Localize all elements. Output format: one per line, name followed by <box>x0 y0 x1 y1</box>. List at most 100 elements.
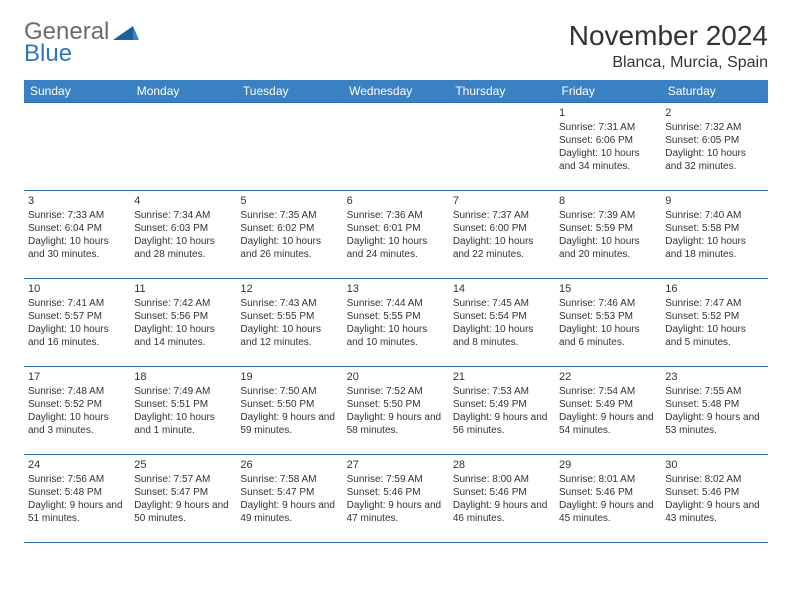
calendar-week-row: 10Sunrise: 7:41 AMSunset: 5:57 PMDayligh… <box>24 279 768 367</box>
calendar-cell: 11Sunrise: 7:42 AMSunset: 5:56 PMDayligh… <box>130 279 236 367</box>
sunrise-text: Sunrise: 7:39 AM <box>559 209 657 222</box>
calendar-cell: 1Sunrise: 7:31 AMSunset: 6:06 PMDaylight… <box>555 103 661 191</box>
day-number: 27 <box>347 458 445 472</box>
calendar-cell: 2Sunrise: 7:32 AMSunset: 6:05 PMDaylight… <box>661 103 767 191</box>
calendar-cell: 20Sunrise: 7:52 AMSunset: 5:50 PMDayligh… <box>343 367 449 455</box>
logo-triangle-icon <box>113 26 139 44</box>
day-number: 10 <box>28 282 126 296</box>
sunset-text: Sunset: 5:56 PM <box>134 310 232 323</box>
location: Blanca, Murcia, Spain <box>569 54 768 72</box>
day-number: 22 <box>559 370 657 384</box>
sunrise-text: Sunrise: 7:59 AM <box>347 473 445 486</box>
sunrise-text: Sunrise: 7:57 AM <box>134 473 232 486</box>
sunset-text: Sunset: 5:48 PM <box>28 486 126 499</box>
day-number: 3 <box>28 194 126 208</box>
sunrise-text: Sunrise: 7:47 AM <box>665 297 763 310</box>
daylight-text: Daylight: 10 hours and 32 minutes. <box>665 147 763 173</box>
day-number: 18 <box>134 370 232 384</box>
day-header: Saturday <box>661 80 767 103</box>
sunrise-text: Sunrise: 7:40 AM <box>665 209 763 222</box>
daylight-text: Daylight: 10 hours and 30 minutes. <box>28 235 126 261</box>
daylight-text: Daylight: 10 hours and 28 minutes. <box>134 235 232 261</box>
sunset-text: Sunset: 6:02 PM <box>240 222 338 235</box>
sunrise-text: Sunrise: 7:31 AM <box>559 121 657 134</box>
calendar-cell: 17Sunrise: 7:48 AMSunset: 5:52 PMDayligh… <box>24 367 130 455</box>
calendar-week-row: 24Sunrise: 7:56 AMSunset: 5:48 PM Dayligh… <box>24 455 768 543</box>
day-number: 6 <box>347 194 445 208</box>
calendar-cell: 27Sunrise: 7:59 AMSunset: 5:46 PMDayligh… <box>343 455 449 543</box>
day-number: 28 <box>453 458 551 472</box>
day-number: 24 <box>28 458 126 472</box>
calendar-cell: 7Sunrise: 7:37 AMSunset: 6:00 PMDaylight… <box>449 191 555 279</box>
sunrise-text: Sunrise: 7:58 AM <box>240 473 338 486</box>
daylight-text: Daylight: 10 hours and 14 minutes. <box>134 323 232 349</box>
calendar-cell: 21Sunrise: 7:53 AMSunset: 5:49 PMDayligh… <box>449 367 555 455</box>
sunrise-text: Sunrise: 7:56 AM <box>28 473 126 486</box>
calendar-cell: 5Sunrise: 7:35 AMSunset: 6:02 PMDaylight… <box>236 191 342 279</box>
day-number: 7 <box>453 194 551 208</box>
daylight-text: Daylight: 9 hours and 43 minutes. <box>665 499 763 525</box>
daylight-text: Daylight: 10 hours and 34 minutes. <box>559 147 657 173</box>
sunrise-text: Sunrise: 8:02 AM <box>665 473 763 486</box>
sunrise-text: Sunrise: 7:43 AM <box>240 297 338 310</box>
calendar-cell: 26Sunrise: 7:58 AMSunset: 5:47 PMDayligh… <box>236 455 342 543</box>
sunset-text: Sunset: 5:52 PM <box>665 310 763 323</box>
daylight-text: Daylight: 10 hours and 16 minutes. <box>28 323 126 349</box>
sunset-text: Sunset: 5:47 PM <box>134 486 232 499</box>
day-header: Tuesday <box>236 80 342 103</box>
day-number: 1 <box>559 106 657 120</box>
calendar-cell: 28Sunrise: 8:00 AMSunset: 5:46 PMDayligh… <box>449 455 555 543</box>
calendar-cell: 15Sunrise: 7:46 AMSunset: 5:53 PMDayligh… <box>555 279 661 367</box>
calendar-cell: 10Sunrise: 7:41 AMSunset: 5:57 PMDayligh… <box>24 279 130 367</box>
day-header: Friday <box>555 80 661 103</box>
daylight-text: Daylight: 10 hours and 8 minutes. <box>453 323 551 349</box>
day-number: 17 <box>28 370 126 384</box>
sunrise-text: Sunrise: 7:36 AM <box>347 209 445 222</box>
calendar-cell: 25Sunrise: 7:57 AMSunset: 5:47 PMDayligh… <box>130 455 236 543</box>
sunset-text: Sunset: 5:55 PM <box>347 310 445 323</box>
sunrise-text: Sunrise: 7:50 AM <box>240 385 338 398</box>
sunrise-text: Sunrise: 7:48 AM <box>28 385 126 398</box>
day-number: 30 <box>665 458 763 472</box>
sunrise-text: Sunrise: 7:52 AM <box>347 385 445 398</box>
calendar-cell <box>130 103 236 191</box>
sunrise-text: Sunrise: 7:54 AM <box>559 385 657 398</box>
day-number: 11 <box>134 282 232 296</box>
calendar-cell <box>24 103 130 191</box>
day-number: 16 <box>665 282 763 296</box>
day-number: 2 <box>665 106 763 120</box>
sunrise-text: Sunrise: 7:34 AM <box>134 209 232 222</box>
day-header: Thursday <box>449 80 555 103</box>
sunset-text: Sunset: 5:48 PM <box>665 398 763 411</box>
daylight-text: Daylight: 10 hours and 3 minutes. <box>28 411 126 437</box>
calendar-cell: 24Sunrise: 7:56 AMSunset: 5:48 PMDayligh… <box>24 455 130 543</box>
calendar-table: SundayMondayTuesdayWednesdayThursdayFrid… <box>24 80 768 543</box>
calendar-cell: 4Sunrise: 7:34 AMSunset: 6:03 PMDaylight… <box>130 191 236 279</box>
day-header: Sunday <box>24 80 130 103</box>
day-number: 20 <box>347 370 445 384</box>
sunset-text: Sunset: 5:49 PM <box>559 398 657 411</box>
sunset-text: Sunset: 5:51 PM <box>134 398 232 411</box>
calendar-cell: 6Sunrise: 7:36 AMSunset: 6:01 PMDaylight… <box>343 191 449 279</box>
month-title: November 2024 <box>569 20 768 52</box>
sunrise-text: Sunrise: 7:55 AM <box>665 385 763 398</box>
day-number: 15 <box>559 282 657 296</box>
calendar-cell: 16Sunrise: 7:47 AMSunset: 5:52 PMDayligh… <box>661 279 767 367</box>
day-number: 4 <box>134 194 232 208</box>
day-number: 21 <box>453 370 551 384</box>
calendar-cell: 30Sunrise: 8:02 AMSunset: 5:46 PMDayligh… <box>661 455 767 543</box>
day-number: 14 <box>453 282 551 296</box>
sunrise-text: Sunrise: 7:41 AM <box>28 297 126 310</box>
calendar-cell: 22Sunrise: 7:54 AMSunset: 5:49 PMDayligh… <box>555 367 661 455</box>
day-number: 5 <box>240 194 338 208</box>
sunset-text: Sunset: 5:46 PM <box>665 486 763 499</box>
sunset-text: Sunset: 5:47 PM <box>240 486 338 499</box>
calendar-cell: 8Sunrise: 7:39 AMSunset: 5:59 PMDaylight… <box>555 191 661 279</box>
calendar-header-row: SundayMondayTuesdayWednesdayThursdayFrid… <box>24 80 768 103</box>
daylight-text: Daylight: 10 hours and 18 minutes. <box>665 235 763 261</box>
sunset-text: Sunset: 5:57 PM <box>28 310 126 323</box>
day-number: 19 <box>240 370 338 384</box>
calendar-cell <box>449 103 555 191</box>
day-number: 8 <box>559 194 657 208</box>
daylight-text: Daylight: 10 hours and 6 minutes. <box>559 323 657 349</box>
